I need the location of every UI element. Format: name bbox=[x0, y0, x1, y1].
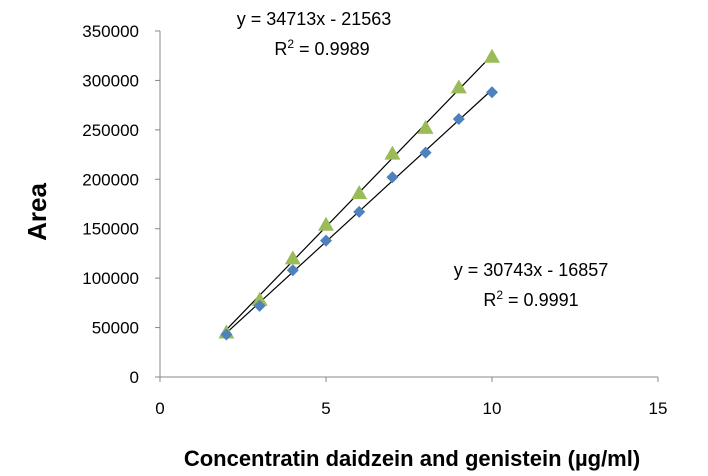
y-tick-label: 350000 bbox=[82, 22, 139, 41]
r2-label-series-2: R2 = 0.9991 bbox=[483, 288, 578, 310]
y-tick-label: 100000 bbox=[82, 269, 139, 288]
data-point-series-1 bbox=[384, 145, 401, 160]
data-point-series-2 bbox=[419, 146, 432, 159]
y-tick-labels: 0 50000 100000 150000 200000 250000 300000 3500… bbox=[82, 22, 139, 387]
data-point-series-2 bbox=[386, 171, 399, 184]
data-point-series-1 bbox=[318, 216, 334, 231]
y-tick-label: 300000 bbox=[82, 71, 139, 90]
axes bbox=[155, 30, 659, 382]
data-point-series-2 bbox=[486, 86, 498, 99]
equation-label-series-1: y = 34713x - 21563 bbox=[237, 9, 392, 29]
x-tick-label: 15 bbox=[649, 399, 668, 418]
x-tick-label: 5 bbox=[321, 399, 330, 418]
data-points bbox=[218, 48, 500, 341]
data-point-series-2 bbox=[353, 205, 366, 218]
data-point-series-1 bbox=[484, 48, 500, 63]
y-tick-label: 250000 bbox=[82, 121, 139, 140]
data-point-series-1 bbox=[251, 291, 268, 306]
data-point-series-1 bbox=[284, 250, 301, 265]
x-tick-labels: 0 5 10 15 bbox=[155, 399, 667, 418]
data-point-series-2 bbox=[452, 112, 465, 125]
data-point-series-2 bbox=[220, 328, 233, 341]
data-point-series-1 bbox=[417, 119, 434, 134]
y-axis-title: Area bbox=[22, 183, 52, 241]
x-tick-label: 10 bbox=[483, 399, 502, 418]
x-tick-label: 0 bbox=[155, 399, 164, 418]
y-tick-label: 0 bbox=[130, 368, 139, 387]
x-axis-title: Concentratin daidzein and genistein (µg/… bbox=[184, 446, 640, 471]
data-point-series-2 bbox=[253, 299, 266, 312]
data-point-series-2 bbox=[286, 264, 299, 277]
data-point-series-2 bbox=[320, 234, 332, 247]
y-tick-label: 200000 bbox=[82, 170, 139, 189]
equation-label-series-2: y = 30743x - 16857 bbox=[454, 260, 609, 280]
data-point-series-1 bbox=[450, 79, 467, 94]
data-point-series-1 bbox=[351, 185, 368, 200]
y-tick-label: 150000 bbox=[82, 220, 139, 239]
r2-label-series-1: R2 = 0.9989 bbox=[274, 37, 369, 59]
y-tick-label: 50000 bbox=[92, 319, 139, 338]
